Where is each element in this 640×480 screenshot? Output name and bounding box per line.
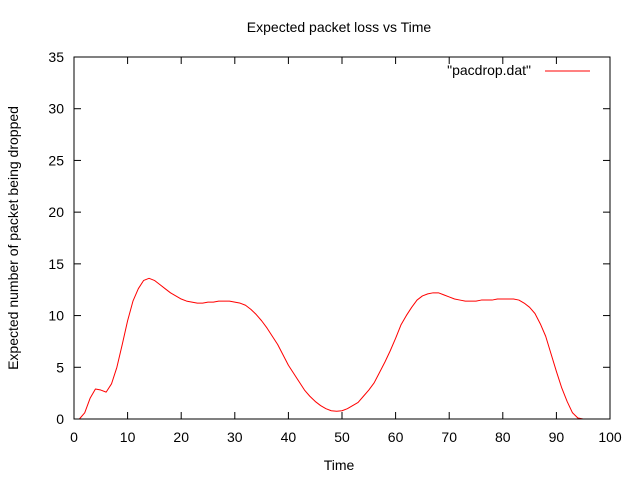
x-tick-label: 50: [334, 429, 350, 445]
y-tick-label: 0: [56, 411, 64, 427]
series-line-pacdrop: [78, 277, 589, 420]
legend: "pacdrop.dat": [447, 62, 590, 78]
x-tick-label: 40: [281, 429, 297, 445]
x-tick-label: 80: [495, 429, 511, 445]
y-tick-label: 20: [48, 204, 64, 220]
plot-area: [78, 277, 589, 420]
x-tick-label: 0: [70, 429, 78, 445]
x-tick-label: 20: [173, 429, 189, 445]
x-axis-label: Time: [324, 457, 355, 473]
x-tick-label: 90: [549, 429, 565, 445]
y-tick-label: 25: [48, 152, 64, 168]
axis-ticks: 0 10 20 30 40 50 60 70 80 90 100 0 5 10 15 20 25 30 35: [48, 49, 621, 445]
y-tick-label: 15: [48, 256, 64, 272]
legend-entry-label: "pacdrop.dat": [447, 62, 531, 78]
y-tick-label: 35: [48, 49, 64, 65]
x-tick-label: 100: [598, 429, 622, 445]
y-axis-label: Expected number of packet being dropped: [5, 106, 21, 370]
y-tick-label: 10: [48, 308, 64, 324]
x-tick-label: 30: [227, 429, 243, 445]
chart-title: Expected packet loss vs Time: [247, 19, 432, 35]
y-tick-label: 5: [56, 359, 64, 375]
y-tick-label: 30: [48, 101, 64, 117]
x-tick-label: 60: [388, 429, 404, 445]
x-tick-label: 70: [441, 429, 457, 445]
x-tick-label: 10: [120, 429, 136, 445]
plot-frame: [73, 56, 611, 420]
